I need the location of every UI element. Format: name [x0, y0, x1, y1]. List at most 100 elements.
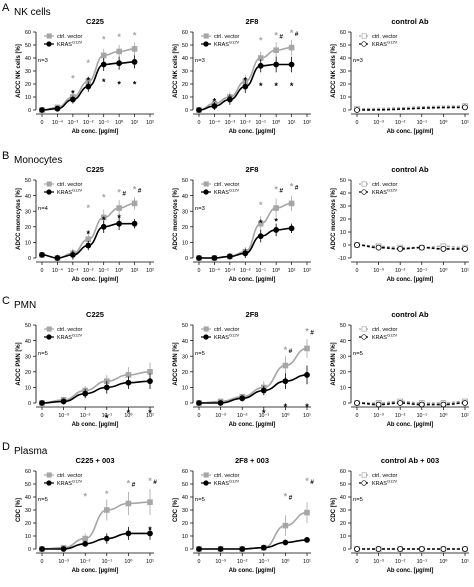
y-tick-label: 10	[182, 534, 188, 540]
data-point-kras	[196, 400, 202, 406]
y-tick-label: 0	[28, 547, 31, 553]
x-tick-label: 0	[41, 120, 44, 126]
row-title: Plasma	[14, 446, 48, 457]
legend-label: ctrl. vector	[214, 182, 240, 188]
data-point-kras	[100, 223, 107, 230]
n-label: n=3	[38, 58, 48, 64]
data-point-kras	[397, 400, 404, 406]
significance-star: *	[133, 80, 137, 90]
x-tick-label: 10⁻⁴	[52, 120, 64, 126]
legend-marker	[46, 326, 52, 332]
data-point-kras	[260, 544, 267, 551]
x-tick-label: 10⁻²	[237, 559, 248, 565]
legend-label: KRASG12V	[372, 479, 398, 488]
panel-title: control Ab + 003	[381, 456, 439, 465]
y-axis-label: CDC [%]	[16, 498, 22, 522]
data-point-kras	[196, 107, 202, 113]
data-point-kras	[39, 546, 45, 552]
series-line-kras	[356, 106, 466, 111]
legend-marker	[203, 334, 209, 340]
y-tick-label: 50	[25, 43, 31, 49]
y-axis-label: ADCC NK cells [%]	[16, 44, 22, 98]
panel-C-C225: C225 0 10 20 30 40 50 ADCC PMN [%] 0 10⁻³ 10⁻² 10⁻¹…	[16, 310, 154, 428]
data-point-kras	[375, 546, 382, 552]
legend-marker	[46, 33, 52, 39]
y-tick-label: 40	[182, 495, 188, 501]
significance-star: *	[133, 184, 137, 194]
x-axis-label: Ab conc. [µg/ml]	[387, 568, 434, 574]
y-tick-label: 20	[340, 521, 346, 527]
y-tick-label: 0	[343, 547, 346, 553]
y-tick-label: 0	[185, 547, 188, 553]
significance-star: *	[87, 76, 91, 86]
y-tick-label: 20	[25, 521, 31, 527]
y-axis-label: ADCC NK cells [%]	[331, 44, 337, 98]
significance-star: *	[71, 73, 75, 83]
legend-marker	[361, 181, 367, 187]
x-tick-label: 10⁻³	[68, 120, 79, 126]
n-label: n=3	[353, 58, 363, 64]
significance-star: *	[117, 188, 121, 198]
series-line-kras	[199, 539, 308, 550]
x-tick-label: 0	[356, 120, 359, 126]
significance-star: *	[274, 184, 278, 194]
panel-title: 2F8	[246, 17, 259, 26]
legend-marker	[203, 181, 209, 187]
legend-label: KRASG12V	[372, 333, 398, 342]
significance-hash: #	[153, 479, 157, 486]
data-point-kras	[125, 379, 132, 386]
y-tick-label: 0	[185, 401, 188, 407]
y-tick-label: 40	[340, 495, 346, 501]
x-tick-label: 10⁻²	[237, 413, 248, 419]
x-tick-label: 10⁻¹	[417, 413, 428, 419]
y-tick-label: 50	[182, 323, 188, 329]
legend-label: ctrl. vector	[57, 34, 83, 40]
y-tick-label: 0	[28, 401, 31, 407]
data-point-kras	[217, 546, 224, 552]
legend-label: ctrl. vector	[372, 327, 398, 333]
x-tick-label: 0	[356, 413, 359, 419]
significance-star: *	[290, 181, 294, 191]
x-tick-label: 10⁻³	[215, 413, 226, 419]
significance-hash: #	[310, 329, 314, 336]
legend-label: KRASG12V	[214, 333, 240, 342]
x-axis-label: Ab conc. [µg/ml]	[387, 129, 434, 135]
significance-star: *	[117, 213, 121, 223]
x-tick-label: 10⁰	[115, 120, 123, 126]
x-tick-label: 10⁰	[439, 120, 447, 126]
panel-title: C225	[86, 165, 104, 174]
legend-label: KRASG12V	[214, 479, 240, 488]
x-tick-label: 10⁻³	[373, 120, 384, 126]
significance-hash: #	[310, 479, 314, 486]
significance-star: *	[127, 479, 131, 489]
panel-A-2F8: 2F8 0 10 20 30 40 50 60 ADCC NK cells [%] 0 10⁻⁴ 10…	[173, 17, 311, 135]
y-tick-label: 30	[182, 69, 188, 75]
series-line-ctrl	[41, 371, 151, 404]
x-tick-label: 10⁻²	[83, 268, 94, 274]
y-axis-label: ADCC monocytes [%]	[173, 188, 179, 250]
data-point-kras	[103, 384, 110, 391]
significance-star: *	[274, 216, 278, 226]
legend-label: ctrl. vector	[372, 34, 398, 40]
panel-title: control Ab	[391, 17, 429, 26]
x-tick-label: 10⁰	[439, 268, 447, 274]
y-tick-label: 0	[28, 108, 31, 114]
y-tick-label: 40	[25, 495, 31, 501]
data-point-ctrl	[104, 507, 110, 513]
data-point-kras	[69, 96, 76, 103]
y-tick-label: 50	[182, 178, 188, 184]
significance-star: *	[284, 402, 288, 412]
data-point-ctrl	[257, 220, 264, 227]
y-tick-label: 30	[25, 508, 31, 514]
x-tick-label: 10⁻¹	[98, 120, 109, 126]
data-point-kras	[147, 530, 153, 537]
significance-star: *	[305, 326, 309, 336]
x-tick-label: 10⁻³	[373, 413, 384, 419]
y-tick-label: 10	[25, 534, 31, 540]
significance-star: *	[105, 413, 109, 423]
series-line-ctrl	[199, 511, 308, 550]
x-tick-label: 10⁻¹	[102, 413, 113, 419]
n-label: n=5	[195, 351, 205, 357]
legend-label: ctrl. vector	[57, 182, 83, 188]
